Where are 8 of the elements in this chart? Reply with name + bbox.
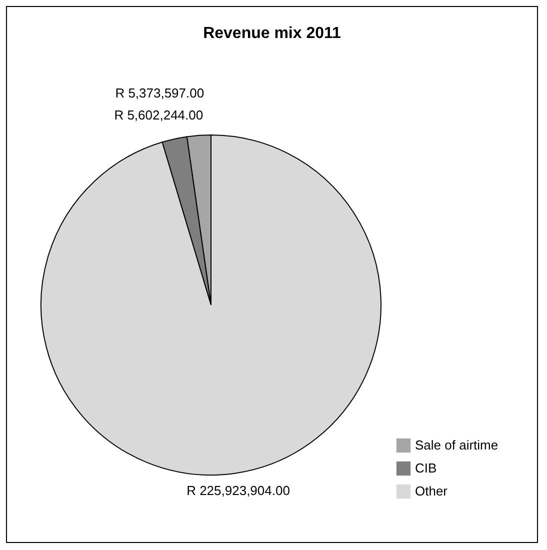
data-label: R 5,602,244.00 xyxy=(114,108,204,123)
data-label: R 5,373,597.00 xyxy=(115,86,204,101)
chart-title: Revenue mix 2011 xyxy=(203,25,342,42)
legend-label: Other xyxy=(415,484,448,498)
pie-slice xyxy=(40,134,382,476)
legend-label: Sale of airtime xyxy=(415,438,498,452)
legend-label: CIB xyxy=(415,460,437,476)
data-label: R 225,923,904.00 xyxy=(186,483,290,498)
